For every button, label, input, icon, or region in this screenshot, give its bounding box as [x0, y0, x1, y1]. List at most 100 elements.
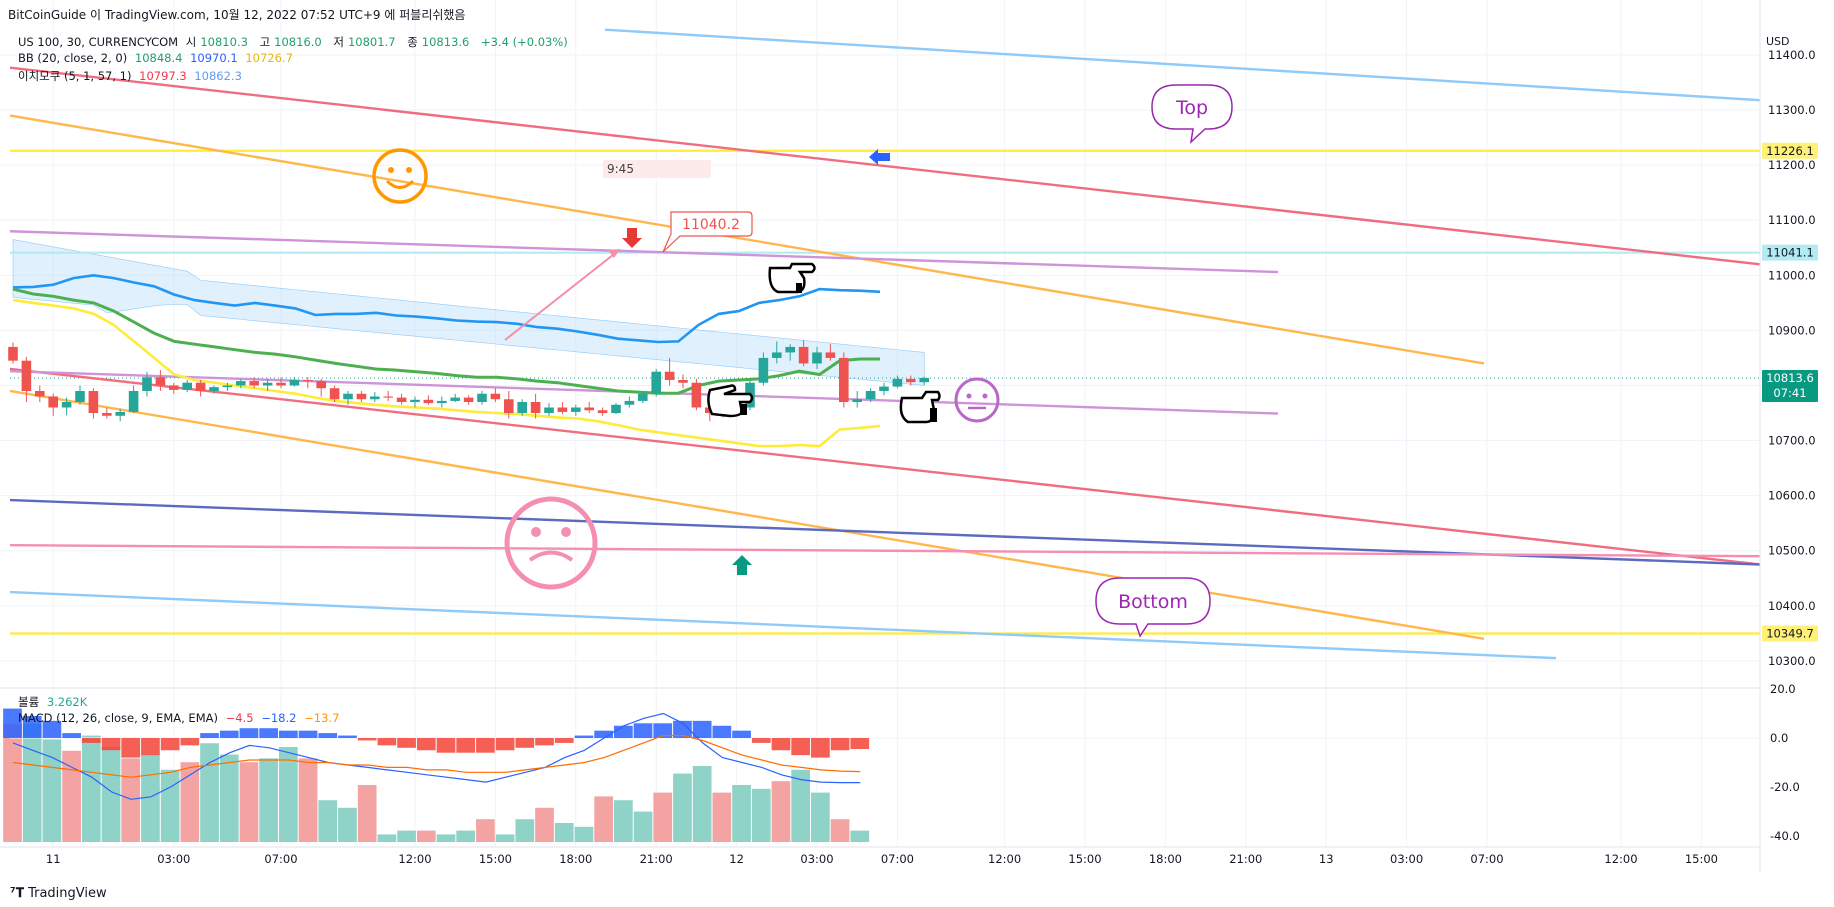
channel-red-lower — [9, 367, 1761, 566]
last-price-badge-text: 10813.6 — [1766, 371, 1814, 385]
macd-hist-bar — [692, 720, 712, 738]
price-tick-label: 10600.0 — [1768, 489, 1816, 503]
volume-bar — [436, 834, 456, 842]
time-tick-label: 21:00 — [640, 852, 673, 866]
macd-hist-bar — [259, 728, 279, 738]
volume-bar — [791, 769, 811, 842]
candle-body — [35, 390, 45, 397]
candle-body — [410, 399, 420, 403]
candle-body — [892, 378, 903, 387]
candle-body — [825, 352, 836, 358]
volume-bar — [357, 785, 377, 842]
volume-bar — [42, 739, 62, 842]
candle-body — [490, 393, 501, 400]
bb-basis-value: 10848.4 — [134, 51, 183, 65]
macd-hist-bar — [239, 728, 259, 738]
currency-label: USD — [1766, 35, 1790, 48]
volume-bar — [633, 811, 653, 842]
time-tick-label: 03:00 — [800, 852, 833, 866]
last-price-badge — [1762, 369, 1818, 402]
volume-legend[interactable]: 볼륨 3.262K — [18, 694, 91, 710]
pink-horizontal — [9, 544, 1761, 558]
ichimoku-legend[interactable]: 이치모쿠 (5, 1, 57, 1) 10797.3 10862.3 — [18, 68, 246, 84]
macd-hist-bar — [121, 738, 141, 758]
macd-hist-bar — [22, 715, 42, 738]
macd-hist-bar — [160, 738, 180, 751]
candle-body — [597, 410, 608, 414]
time-tick-label: 13 — [1319, 852, 1334, 866]
candle-body — [329, 388, 340, 400]
macd-hist-bar — [850, 738, 870, 750]
price-tick-label: 11000.0 — [1768, 268, 1816, 282]
volume-bar — [416, 830, 436, 842]
up-arrow-icon — [732, 555, 752, 575]
support-badge — [1762, 625, 1818, 642]
candle-body — [691, 382, 702, 408]
left-arrow-icon — [869, 149, 890, 165]
footer-brand: TradingView — [28, 886, 107, 901]
candle-body — [664, 371, 675, 380]
candle-body — [758, 357, 769, 383]
volume-bar — [476, 819, 495, 842]
horizontal-levels — [10, 149, 1760, 635]
candle-body — [812, 352, 822, 364]
time-tick-label: 12:00 — [988, 852, 1021, 866]
macd-tick-label: -20.0 — [1770, 780, 1800, 794]
candle-body — [571, 407, 581, 412]
time-tick-label: 11 — [46, 852, 61, 866]
candle-body — [504, 399, 514, 414]
projection-arrow-head — [608, 249, 620, 258]
volume-bar — [200, 743, 219, 842]
macd-axis: 20.0 0.0 -20.0 -40.0 — [1770, 682, 1800, 843]
symbol-legend[interactable]: US 100, 30, CURRENCYCOM 시 10810.3 고 10816.… — [18, 34, 572, 50]
time-tick-label: 15:00 — [479, 852, 512, 866]
footer[interactable]: ⁷𝐓 TradingView — [10, 886, 107, 901]
candle-body — [169, 385, 179, 390]
level-callout: 11040.2 — [682, 217, 740, 233]
macd-label: MACD (12, 26, close, 9, EMA, EMA) — [18, 711, 218, 725]
time-tick-label: 12:00 — [1604, 852, 1637, 866]
macd-hist-bar — [81, 738, 101, 743]
time-tick-label: 15:00 — [1685, 852, 1718, 866]
volume-bar — [239, 762, 259, 842]
macd-hist-bar — [791, 738, 811, 756]
candle-body — [557, 407, 568, 412]
volume-bar — [751, 788, 771, 842]
macd-signal-line — [12, 734, 861, 778]
volume-bar — [141, 754, 160, 842]
macd-hist-bar — [515, 738, 535, 748]
time-label-box — [603, 160, 711, 178]
bollinger-bands — [12, 273, 881, 448]
macd-hist-bar — [535, 738, 554, 746]
channel-blue-upper — [604, 28, 1761, 102]
symbol-name: US 100, 30, CURRENCYCOM — [18, 35, 179, 49]
low-value: 10801.7 — [347, 35, 396, 49]
candle-body — [383, 396, 393, 398]
ichimoku-label: 이치모쿠 (5, 1, 57, 1) — [18, 69, 132, 83]
macd-hist-bar — [732, 730, 751, 738]
candle-body — [638, 393, 648, 401]
macd-legend[interactable]: MACD (12, 26, close, 9, EMA, EMA) −4.5 −… — [18, 711, 343, 725]
low-label-text: 저 — [333, 35, 344, 49]
volume-bar — [850, 830, 870, 842]
time-axis[interactable]: 11 03:00 07:00 12:00 15:00 18:00 21:00 12 03:00 0… — [46, 852, 1718, 866]
bb-lower-line — [12, 298, 881, 448]
candle-body — [865, 390, 876, 400]
macd-hist-bar — [673, 720, 692, 738]
volume-bar — [22, 724, 42, 842]
candle-body — [222, 385, 233, 388]
price-tick-label: 10500.0 — [1768, 544, 1816, 558]
bottom-label: Bottom — [1118, 591, 1188, 613]
volume-label: 볼륨 — [18, 695, 40, 709]
time-tick-label: 07:00 — [264, 852, 297, 866]
price-axis[interactable]: 11400.0 11300.0 11200.0 11100.0 11000.0 10900… — [1768, 48, 1816, 668]
price-badges: 11226.1 11041.1 10813.607:41 10349.7 — [1762, 142, 1818, 642]
macd-hist-bar — [338, 735, 357, 738]
candle-body — [209, 387, 219, 391]
volume-bar — [771, 781, 791, 842]
bb-basis-line — [12, 287, 880, 395]
macd-hist-bar — [456, 738, 476, 753]
bb-legend[interactable]: BB (20, close, 2, 0) 10848.4 10970.1 107… — [18, 51, 297, 65]
candle-body — [75, 390, 85, 403]
